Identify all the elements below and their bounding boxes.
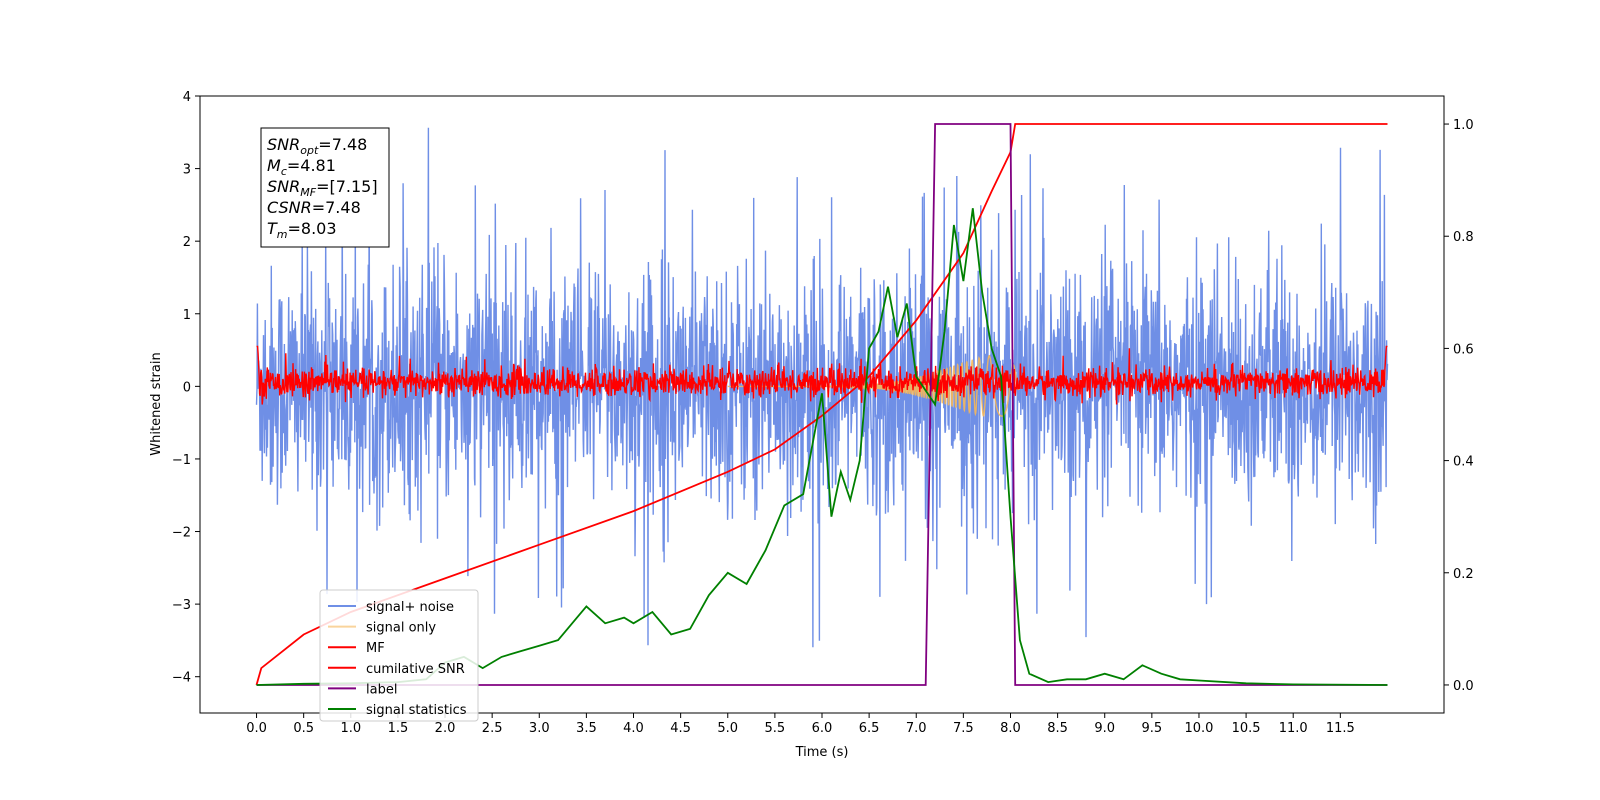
y2-tick-label: 0.6: [1453, 342, 1474, 357]
x-tick-label: 2.0: [435, 721, 456, 736]
x-tick-label: 8.5: [1047, 721, 1068, 736]
y2-tick-label: 0.0: [1453, 679, 1474, 694]
x-tick-label: 7.0: [906, 721, 927, 736]
series-label-line: [256, 123, 1388, 686]
y2-tick-label: 0.4: [1453, 455, 1474, 470]
legend-label: MF: [366, 641, 385, 656]
annotation-line: SNRMF=[7.15]: [267, 177, 378, 199]
legend-label: label: [366, 682, 397, 697]
x-tick-label: 4.5: [670, 721, 691, 736]
series-signal-statistics-line: [256, 208, 1388, 686]
x-tick-label: 5.0: [717, 721, 738, 736]
legend-label: signal+ noise: [366, 600, 454, 615]
y-tick-label: 0: [183, 380, 191, 395]
x-tick-label: 11.5: [1326, 721, 1355, 736]
x-tick-label: 7.5: [953, 721, 974, 736]
x-tick-label: 1.5: [388, 721, 409, 736]
y-axis-right: 1.0 0.8 0.6 0.4 0.2 0.0: [1444, 118, 1474, 694]
annotation-line: SNRopt=7.48: [267, 135, 367, 157]
x-tick-label: 6.0: [812, 721, 833, 736]
legend-label: signal only: [366, 621, 436, 636]
x-tick-label: 8.0: [1000, 721, 1021, 736]
y-tick-label: 3: [183, 163, 191, 178]
series-mf-line: [256, 345, 1388, 405]
x-tick-label: 9.0: [1094, 721, 1115, 736]
annotation-line: Tm=8.03: [267, 219, 337, 241]
x-tick-label: 6.5: [859, 721, 880, 736]
y-tick-label: 1: [183, 308, 191, 323]
x-tick-label: 10.0: [1184, 721, 1213, 736]
legend: signal+ noise signal only MF cumilative SNR…: [319, 589, 479, 722]
y-tick-label: 2: [183, 235, 191, 250]
y-axis-left: 4 3 2 1 0 −1 −2 −3 −4: [172, 90, 200, 686]
y-tick-label: −1: [172, 453, 191, 468]
y-tick-label: −2: [172, 526, 191, 541]
x-axis: 0.0 0.5 1.0 1.5 2.0 2.5 3.0 3.5 4.0 4.5 5.0 5.5 6.0 6…: [246, 713, 1355, 736]
y2-tick-label: 0.8: [1453, 230, 1474, 245]
x-tick-label: 5.5: [765, 721, 786, 736]
x-axis-label: Time (s): [795, 745, 849, 760]
y-axis-label: Whitened strain: [149, 352, 164, 455]
y-tick-label: 4: [183, 90, 191, 105]
x-tick-label: 0.5: [293, 721, 314, 736]
x-tick-label: 9.5: [1142, 721, 1163, 736]
annotation-line: CSNR=7.48: [267, 198, 361, 217]
x-tick-label: 11.0: [1279, 721, 1308, 736]
x-tick-label: 4.0: [623, 721, 644, 736]
x-tick-label: 3.0: [529, 721, 550, 736]
legend-label: cumilative SNR: [366, 662, 465, 677]
y-tick-label: −4: [172, 671, 191, 686]
x-tick-label: 2.5: [482, 721, 503, 736]
x-tick-label: 3.5: [576, 721, 597, 736]
y-tick-label: −3: [172, 598, 191, 613]
legend-label: signal statistics: [366, 703, 467, 718]
y2-tick-label: 1.0: [1453, 118, 1474, 133]
x-tick-label: 1.0: [340, 721, 361, 736]
y2-tick-label: 0.2: [1453, 567, 1474, 582]
annotation-line: Mc=4.81: [267, 156, 336, 178]
x-tick-label: 0.0: [246, 721, 267, 736]
x-tick-label: 10.5: [1232, 721, 1261, 736]
